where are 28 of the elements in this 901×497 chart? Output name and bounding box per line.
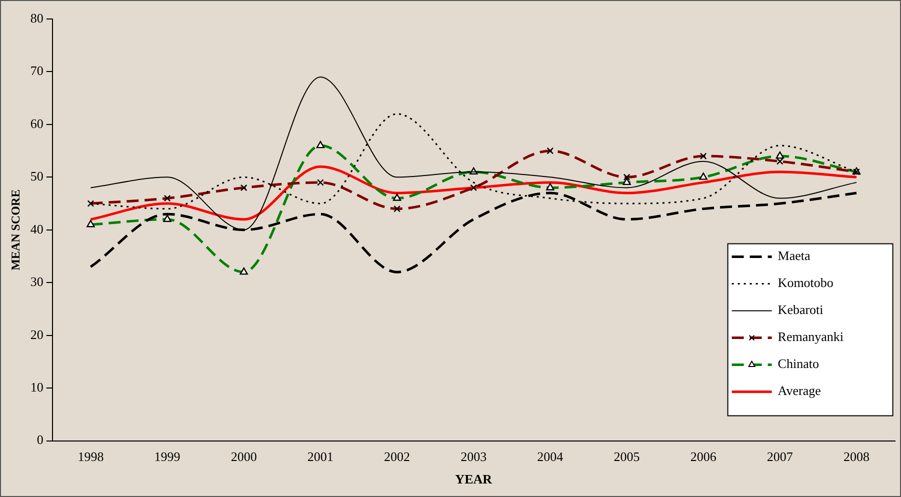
legend-label: Average: [778, 383, 822, 398]
y-tick-label: 20: [30, 326, 44, 342]
x-tick-label: 2008: [844, 449, 870, 464]
x-tick-label: 2001: [307, 449, 334, 464]
legend-label: Chinato: [778, 356, 819, 372]
y-tick-label: 0: [36, 432, 44, 448]
legend-label: Remanyanki: [778, 329, 844, 344]
y-tick-label: 40: [30, 221, 44, 236]
x-tick-label: 2000: [230, 449, 257, 464]
y-tick-label: 30: [30, 274, 44, 290]
y-axis-title: MEAN SCORE: [8, 189, 22, 270]
legend-label: Maeta: [778, 248, 811, 264]
x-tick-label: 1998: [78, 449, 104, 464]
legend-label: Kebaroti: [778, 302, 824, 318]
x-tick-label: 2007: [766, 449, 794, 464]
x-tick-label: 2002: [384, 449, 410, 464]
x-tick-label: 2004: [537, 449, 564, 464]
legend-label: Komotobo: [778, 275, 834, 290]
x-tick-label: 2005: [614, 449, 640, 464]
x-tick-label: 2006: [690, 449, 717, 464]
x-tick-label: 1999: [154, 449, 180, 464]
y-tick-label: 70: [30, 63, 44, 78]
y-tick-label: 50: [30, 168, 44, 184]
x-axis-title: YEAR: [455, 472, 493, 487]
x-tick-label: 2003: [460, 449, 487, 464]
y-tick-label: 80: [30, 10, 44, 26]
y-tick-label: 10: [30, 379, 44, 394]
y-tick-label: 60: [30, 116, 44, 131]
